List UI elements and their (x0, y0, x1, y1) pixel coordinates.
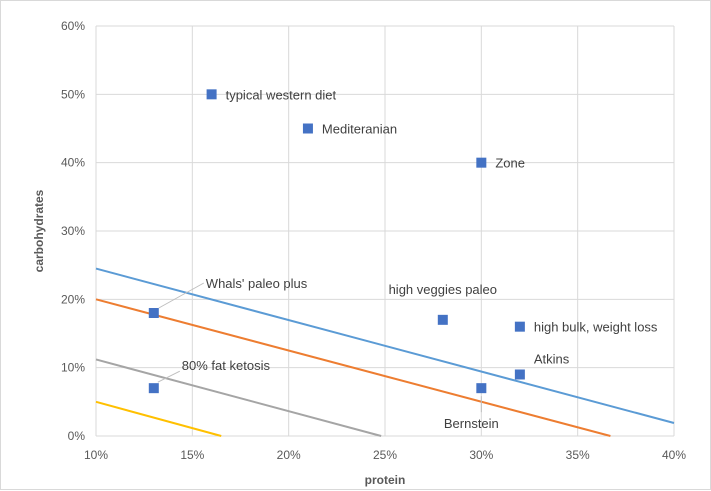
y-tick-label: 60% (61, 19, 85, 33)
data-label: 80% fat ketosis (182, 358, 271, 373)
label-leader-line (158, 282, 205, 309)
trend-line (95, 298, 611, 437)
data-point (514, 369, 525, 380)
data-point (514, 321, 525, 332)
y-tick-label: 0% (68, 429, 86, 443)
data-point (206, 89, 217, 100)
data-point (476, 157, 487, 168)
data-point (148, 308, 159, 318)
y-tick-label: 10% (61, 361, 85, 375)
y-axis-ticks: 0% 10% 20% 30% 40% 50% 60% (61, 19, 85, 443)
data-point (148, 383, 159, 394)
y-tick-label: 30% (61, 224, 85, 238)
data-label: Whals' paleo plus (206, 276, 308, 291)
x-axis-title: protein (365, 473, 406, 487)
x-tick-label: 30% (469, 448, 493, 462)
data-label: Bernstein (444, 416, 499, 431)
trend-line (95, 267, 675, 424)
x-tick-label: 35% (566, 448, 590, 462)
data-label: typical western diet (226, 87, 337, 102)
x-axis-ticks: 10% 15% 20% 25% 30% 35% 40% (84, 448, 686, 462)
data-label: Atkins (534, 352, 570, 367)
trend-line (95, 358, 382, 437)
data-label: Zone (495, 156, 525, 171)
y-axis-title: carbohydrates (32, 189, 46, 272)
trend-lines (95, 267, 675, 437)
data-labels: typical western diet Mediteranian Zone Whal… (182, 87, 658, 431)
y-tick-label: 40% (61, 156, 85, 170)
label-leader-lines (157, 282, 482, 413)
x-tick-label: 15% (180, 448, 204, 462)
data-label: high bulk, weight loss (534, 320, 658, 335)
x-tick-label: 10% (84, 448, 108, 462)
label-leader-line (157, 370, 181, 383)
data-point (476, 383, 487, 394)
gridlines (95, 25, 675, 437)
x-tick-label: 25% (373, 448, 397, 462)
data-label: Mediteranian (322, 122, 397, 137)
trend-line (95, 400, 222, 437)
data-point (437, 314, 448, 325)
data-points (148, 89, 525, 394)
y-tick-label: 20% (61, 292, 85, 306)
data-label: high veggies paleo (389, 282, 497, 297)
y-tick-label: 50% (61, 87, 85, 101)
data-point (302, 123, 313, 134)
x-tick-label: 20% (277, 448, 301, 462)
x-tick-label: 40% (662, 448, 686, 462)
